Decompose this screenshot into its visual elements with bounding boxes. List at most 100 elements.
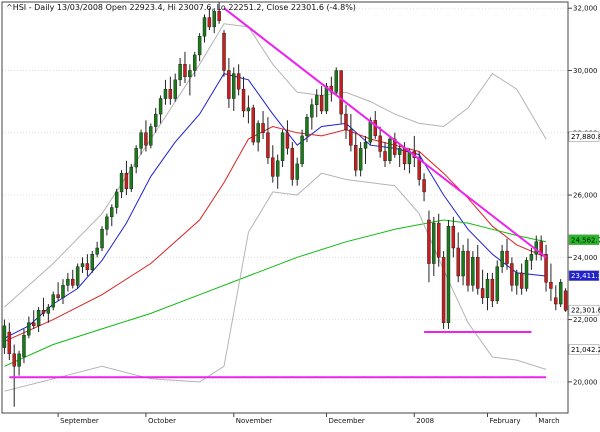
- candle-down: [251, 107, 255, 143]
- candle-down: [183, 64, 187, 77]
- candle-up: [139, 132, 143, 149]
- price-badge: [568, 344, 600, 355]
- candle-down: [236, 73, 241, 90]
- indicator-line: [4, 219, 547, 367]
- candle-up: [495, 266, 499, 302]
- candle-up: [80, 263, 85, 267]
- x-tick-label: October: [148, 417, 176, 425]
- candle-up: [388, 138, 392, 161]
- candle-up: [256, 123, 260, 143]
- candle-down: [505, 250, 509, 264]
- candle-up: [173, 79, 177, 99]
- price-badge: [568, 131, 600, 142]
- candle-down: [510, 263, 514, 286]
- candle-down: [241, 88, 246, 112]
- candle-down: [344, 113, 348, 130]
- candle-down: [261, 123, 265, 133]
- candle-up: [22, 334, 26, 358]
- candle-up: [100, 229, 104, 249]
- candle-up: [300, 135, 304, 165]
- candle-down: [436, 222, 441, 258]
- candle-down: [144, 132, 148, 146]
- candle-up: [105, 216, 109, 230]
- candle-up: [461, 250, 465, 277]
- candle-up: [529, 254, 534, 261]
- candle-up: [197, 36, 202, 56]
- candle-up: [515, 272, 519, 286]
- candle-down: [490, 278, 495, 302]
- x-tick-label: December: [328, 417, 364, 425]
- candle-up: [432, 222, 436, 264]
- candle-down: [417, 157, 421, 180]
- candle-down: [554, 297, 558, 305]
- candle-up: [75, 266, 80, 286]
- indicator-line: [4, 172, 547, 392]
- candle-up: [178, 64, 182, 81]
- candle-down: [563, 290, 568, 311]
- candle-up: [524, 260, 529, 289]
- x-tick-label: February: [489, 417, 520, 425]
- candle-up: [17, 353, 21, 367]
- price-badge-label: 24,562.7: [571, 236, 600, 244]
- price-badge: [568, 304, 600, 316]
- candle-up: [193, 54, 197, 71]
- candle-up: [363, 141, 368, 149]
- candle-down: [427, 219, 431, 264]
- candle-down: [466, 250, 470, 286]
- candle-up: [246, 107, 251, 112]
- candle-down: [227, 70, 231, 99]
- candle-up: [232, 73, 236, 99]
- candle-down: [168, 88, 173, 99]
- candle-up: [397, 148, 402, 155]
- candle-up: [334, 70, 338, 93]
- y-tick-label: 30,000: [573, 67, 598, 75]
- candle-down: [393, 138, 397, 155]
- candle-down: [451, 225, 456, 249]
- price-badge: [568, 234, 600, 246]
- candle-down: [456, 247, 460, 277]
- candle-down: [32, 322, 36, 327]
- candle-down: [349, 129, 353, 146]
- candle-up: [90, 254, 94, 270]
- candle-down: [217, 11, 221, 21]
- candle-down: [7, 331, 12, 355]
- price-badge-label: 22,301.6: [571, 307, 600, 315]
- candle-up: [358, 148, 363, 171]
- candle-down: [480, 288, 485, 298]
- y-tick-label: 26,000: [573, 192, 598, 200]
- candle-up: [315, 95, 319, 105]
- candles-layer: [2, 2, 568, 407]
- candle-down: [266, 132, 270, 158]
- candle-up: [158, 98, 163, 115]
- price-badge: [568, 270, 600, 281]
- candle-up: [51, 294, 55, 308]
- y-tick-label: 20,000: [573, 378, 598, 386]
- candle-up: [114, 191, 119, 208]
- x-tick-label: September: [60, 417, 99, 425]
- candle-down: [339, 70, 343, 115]
- candle-up: [485, 278, 490, 298]
- x-axis: September October November December 2008 Febr…: [57, 413, 560, 425]
- candle-up: [446, 225, 451, 323]
- candle-down: [271, 157, 275, 177]
- candle-down: [12, 353, 16, 367]
- trendline: [223, 7, 547, 259]
- candle-up: [471, 257, 475, 286]
- candle-up: [295, 163, 299, 180]
- candle-down: [373, 120, 377, 137]
- candle-up: [2, 325, 7, 348]
- x-tick-label: November: [236, 417, 273, 425]
- candle-down: [549, 282, 553, 289]
- y-tick-label: 22,000: [573, 316, 598, 324]
- candle-up: [149, 126, 153, 146]
- candle-down: [207, 17, 212, 28]
- candle-down: [378, 135, 382, 152]
- candle-up: [66, 278, 70, 286]
- candle-down: [290, 148, 295, 180]
- candle-up: [163, 88, 168, 99]
- candle-up: [310, 104, 314, 118]
- y-tick-label: 32,000: [573, 5, 598, 13]
- candle-up: [500, 250, 504, 267]
- candle-up: [36, 310, 41, 327]
